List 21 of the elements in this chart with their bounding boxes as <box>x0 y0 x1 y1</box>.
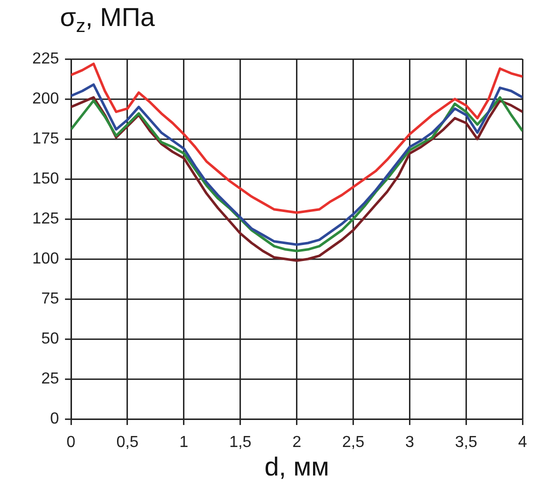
x-tick-label: 3 <box>405 434 414 452</box>
x-tick-label: 4 <box>518 434 528 452</box>
x-tick-label: 3,5 <box>454 434 478 452</box>
y-tick-label: 200 <box>32 90 60 108</box>
x-axis-title: d, мм <box>264 452 330 482</box>
y-tick-label: 100 <box>32 250 60 268</box>
x-tick-label: 1 <box>179 434 188 452</box>
y-tick-label: 0 <box>50 410 60 428</box>
y-tick-label: 125 <box>32 210 60 228</box>
x-tick-label: 2,5 <box>342 434 364 452</box>
x-tick-label: 0 <box>66 434 76 452</box>
y-axis-title: σ$_{z}$, МПа <box>60 2 155 38</box>
y-tick-label: 25 <box>41 370 60 388</box>
y-tick-label: 50 <box>41 330 60 348</box>
y-tick-label: 150 <box>32 170 60 188</box>
y-tick-label: 175 <box>32 130 60 148</box>
x-tick-label: 1,5 <box>229 434 252 452</box>
x-tick-label: 0,5 <box>116 434 139 452</box>
y-tick-label: 75 <box>41 290 60 308</box>
y-tick-label: 225 <box>32 50 60 68</box>
x-tick-label: 2 <box>292 434 302 452</box>
